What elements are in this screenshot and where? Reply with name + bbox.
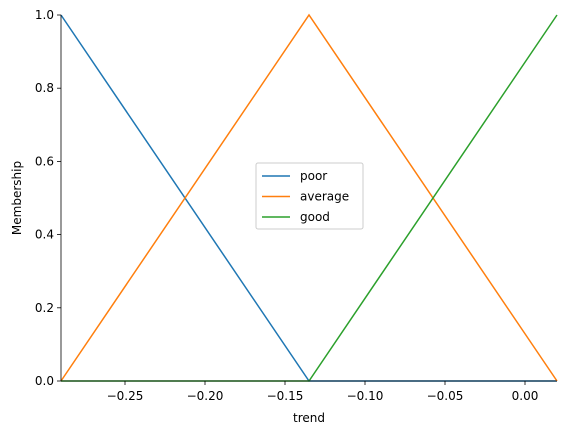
legend-label-good: good: [300, 210, 330, 224]
series-line-average: [60, 13, 558, 382]
legend-label-average: average: [300, 190, 349, 204]
legend-label-poor: poor: [300, 169, 327, 183]
x-tick-label: −0.25: [107, 389, 144, 403]
x-axis-label: trend: [293, 411, 325, 425]
y-tick-label: 1.0: [35, 8, 54, 22]
y-tick-label: 0.2: [35, 301, 54, 315]
axes-layer: [60, 15, 557, 382]
y-tick-label: 0.6: [35, 154, 54, 168]
legend: poor average good: [255, 162, 364, 230]
x-tick-label: −0.05: [427, 389, 464, 403]
ticks-layer: −0.25 −0.20 −0.15 −0.10 −0.05 0.00 0.0 0.2 0.4 0.…: [35, 8, 538, 403]
x-tick-label: −0.20: [187, 389, 224, 403]
y-axis-label: Membership: [10, 161, 24, 235]
legend-box: [255, 162, 364, 230]
x-tick-label: −0.15: [267, 389, 304, 403]
y-tick-label: 0.0: [35, 374, 54, 388]
y-tick-label: 0.4: [35, 228, 54, 242]
x-tick-label: −0.10: [347, 389, 384, 403]
x-tick-label: 0.00: [512, 389, 539, 403]
y-tick-label: 0.8: [35, 81, 54, 95]
